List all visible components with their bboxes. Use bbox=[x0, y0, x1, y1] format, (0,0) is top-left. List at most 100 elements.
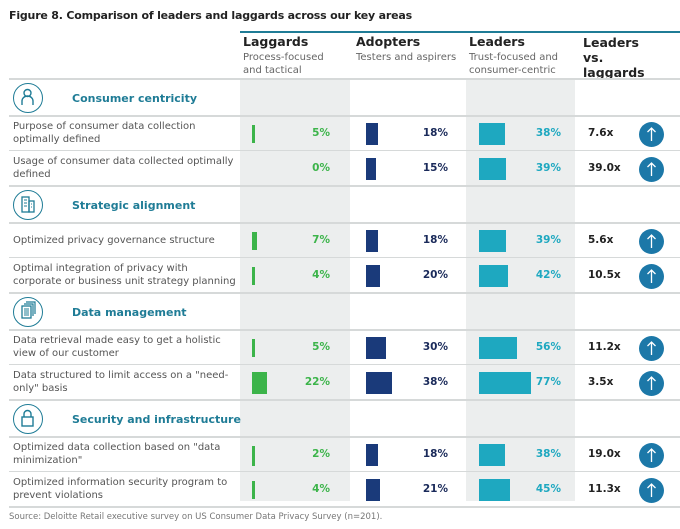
arrow-up-icon bbox=[639, 335, 664, 361]
adopters-value: 18% bbox=[422, 448, 448, 460]
column-heading: Adopters bbox=[356, 34, 421, 49]
ratio-value: 39.0x bbox=[588, 162, 621, 174]
laggards-value: 5% bbox=[312, 127, 330, 139]
leaders-bar bbox=[479, 372, 532, 394]
row-label: Data structured to limit access on a "ne… bbox=[13, 370, 229, 394]
arrow-up-icon bbox=[639, 477, 664, 503]
lock-icon bbox=[13, 404, 43, 434]
divider bbox=[9, 222, 680, 224]
person-icon bbox=[13, 83, 43, 113]
leaders-value: 42% bbox=[535, 269, 561, 281]
arrow-up-icon bbox=[639, 156, 664, 182]
laggards-value: 22% bbox=[304, 376, 330, 388]
leaders-bar bbox=[479, 444, 505, 466]
laggards-bar bbox=[252, 232, 257, 250]
adopters-value: 18% bbox=[422, 127, 448, 139]
ratio-value: 5.6x bbox=[588, 234, 614, 246]
adopters-value: 21% bbox=[422, 483, 448, 495]
adopters-bar bbox=[366, 337, 387, 359]
section-title: Data management bbox=[72, 306, 187, 319]
row-label: Optimized privacy governance structure bbox=[13, 234, 215, 246]
column-heading: Laggards bbox=[243, 34, 309, 49]
adopters-value: 30% bbox=[422, 341, 448, 353]
row-label: Data retrieval made easy to get a holist… bbox=[13, 335, 221, 359]
divider bbox=[9, 364, 680, 365]
laggards-value: 4% bbox=[312, 269, 330, 281]
leaders-bar bbox=[479, 123, 505, 145]
leaders-bar bbox=[479, 230, 506, 252]
arrow-up-icon bbox=[639, 370, 664, 396]
divider bbox=[9, 185, 680, 187]
adopters-bar bbox=[366, 444, 379, 466]
laggards-value: 5% bbox=[312, 341, 330, 353]
building-icon bbox=[13, 190, 43, 220]
laggards-bar bbox=[252, 339, 256, 357]
column-header-laggards: Laggards Process-focused and tactical bbox=[243, 35, 343, 77]
adopters-bar bbox=[366, 230, 379, 252]
leaders-value: 45% bbox=[535, 483, 561, 495]
column-subheading: Process-focused and tactical bbox=[243, 52, 324, 76]
section-title: Strategic alignment bbox=[72, 199, 196, 212]
arrow-up-icon bbox=[639, 263, 664, 289]
header-rule bbox=[240, 31, 680, 33]
row-label: Optimal integration of privacy with corp… bbox=[13, 263, 236, 287]
leaders-value: 38% bbox=[535, 127, 561, 139]
section-title: Consumer centricity bbox=[72, 92, 198, 105]
leaders-value: 56% bbox=[535, 341, 561, 353]
column-header-ratio: Leaders vs. laggards bbox=[583, 35, 663, 80]
arrow-up-icon bbox=[639, 228, 664, 254]
divider bbox=[9, 471, 680, 472]
laggards-bar bbox=[252, 481, 255, 499]
column-subheading: Trust-focused and consumer-centric bbox=[469, 52, 559, 76]
column-header-adopters: Adopters Testers and aspirers bbox=[356, 35, 466, 64]
source-note: Source: Deloitte Retail executive survey… bbox=[9, 512, 383, 522]
laggards-value: 0% bbox=[312, 162, 330, 174]
leaders-value: 38% bbox=[535, 448, 561, 460]
adopters-value: 18% bbox=[422, 234, 448, 246]
adopters-value: 38% bbox=[422, 376, 448, 388]
laggards-value: 2% bbox=[312, 448, 330, 460]
documents-icon bbox=[13, 297, 43, 327]
ratio-value: 19.0x bbox=[588, 448, 621, 460]
divider bbox=[9, 436, 680, 438]
row-label: Usage of consumer data collected optimal… bbox=[13, 156, 234, 180]
leaders-bar bbox=[479, 265, 508, 287]
row-label: Purpose of consumer data collection opti… bbox=[13, 121, 196, 145]
divider bbox=[9, 115, 680, 117]
laggards-value: 4% bbox=[312, 483, 330, 495]
divider bbox=[9, 506, 680, 508]
leaders-value: 77% bbox=[535, 376, 561, 388]
adopters-bar bbox=[366, 158, 377, 180]
laggards-value: 7% bbox=[312, 234, 330, 246]
arrow-up-icon bbox=[639, 121, 664, 147]
divider bbox=[9, 257, 680, 258]
figure-title: Figure 8. Comparison of leaders and lagg… bbox=[9, 9, 412, 22]
laggards-bar bbox=[252, 125, 256, 143]
ratio-value: 11.3x bbox=[588, 483, 621, 495]
leaders-value: 39% bbox=[535, 234, 561, 246]
laggards-bar bbox=[252, 446, 255, 466]
ratio-value: 3.5x bbox=[588, 376, 614, 388]
adopters-bar bbox=[366, 123, 379, 145]
laggards-bar bbox=[252, 372, 267, 394]
adopters-bar bbox=[366, 479, 381, 501]
row-label: Optimized information security program t… bbox=[13, 477, 228, 501]
ratio-value: 11.2x bbox=[588, 341, 621, 353]
divider bbox=[9, 292, 680, 294]
leaders-bar bbox=[479, 337, 518, 359]
divider bbox=[9, 329, 680, 331]
ratio-value: 10.5x bbox=[588, 269, 621, 281]
divider bbox=[9, 399, 680, 401]
adopters-bar bbox=[366, 372, 392, 394]
column-subheading: Testers and aspirers bbox=[356, 52, 457, 63]
arrow-up-icon bbox=[639, 442, 664, 468]
column-heading: Leaders bbox=[469, 34, 525, 49]
divider bbox=[9, 78, 680, 80]
section-title: Security and infrastructure bbox=[72, 413, 241, 426]
adopters-value: 15% bbox=[422, 162, 448, 174]
divider bbox=[9, 150, 680, 151]
row-label: Optimized data collection based on "data… bbox=[13, 442, 221, 466]
leaders-value: 39% bbox=[535, 162, 561, 174]
adopters-bar bbox=[366, 265, 380, 287]
